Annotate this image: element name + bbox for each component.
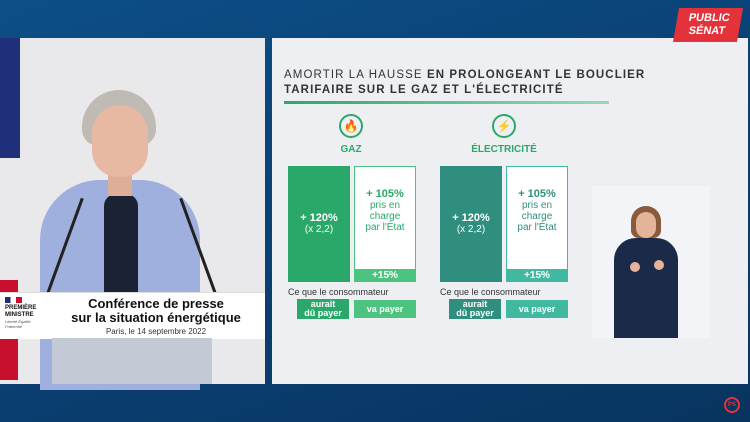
elec-would-pay-line-1: aurait	[462, 299, 488, 309]
gaz-would-pay-line-2: dû payer	[304, 308, 342, 318]
elec-state-line-2: charge	[521, 211, 553, 222]
slide-title-bold-2: TARIFAIRE SUR LE GAZ ET L'ÉLECTRICITÉ	[284, 84, 564, 96]
republic-motto: Liberté Égalité Fraternité	[5, 319, 31, 329]
lightning-icon: ⚡	[492, 114, 516, 138]
elec-would-pay-tag: aurait dû payer	[449, 299, 501, 319]
elec-state-value: + 105%	[518, 188, 556, 200]
elec-state-box: + 105% pris en charge par l'État	[506, 166, 568, 270]
gaz-would-pay-line-1: aurait	[310, 299, 336, 309]
ministry-line-1: PREMIÈRE	[5, 305, 37, 311]
elec-total-value: + 120%	[452, 212, 490, 224]
gaz-total-value: + 120%	[300, 212, 338, 224]
elec-state-line-1: pris en	[521, 200, 552, 211]
gaz-state-line-2: charge	[369, 211, 401, 222]
logo-line-1: PUBLIC	[687, 12, 731, 24]
elec-consumer-strip: +15%	[506, 270, 568, 282]
column-label-electricite: ÉLECTRICITÉ	[471, 144, 537, 155]
flame-glyph: 🔥	[343, 119, 359, 133]
marianne-flag-icon	[5, 297, 22, 303]
gaz-state-line-3: par l'État	[365, 222, 405, 233]
flame-icon: 🔥	[339, 114, 363, 138]
interpreter-face	[636, 212, 656, 238]
channel-badge-text: PS	[727, 402, 736, 408]
elec-consumer-text: Ce que le consommateur	[440, 287, 541, 297]
elec-total-box: + 120% (x 2,2)	[440, 166, 502, 282]
column-label-gaz: GAZ	[340, 144, 362, 155]
premiere-ministre-logo: PREMIÈRE MINISTRE Liberté Égalité Frater…	[5, 297, 47, 333]
interpreter-body	[614, 238, 678, 338]
speaker-face	[92, 105, 148, 177]
slide-title-regular: AMORTIR LA HAUSSE	[284, 69, 423, 81]
ministry-name: PREMIÈRE MINISTRE	[5, 305, 47, 319]
elec-will-pay-tag: va payer	[506, 300, 568, 318]
channel-badge-icon: PS	[724, 397, 740, 413]
gaz-state-box: + 105% pris en charge par l'État	[354, 166, 416, 270]
lightning-glyph: ⚡	[496, 119, 512, 133]
gaz-would-pay-tag: aurait dû payer	[297, 299, 349, 319]
gaz-will-pay-tag: va payer	[354, 300, 416, 318]
gaz-state-line-1: pris en	[369, 200, 400, 211]
slide-title-bold-1: EN PROLONGEANT LE BOUCLIER	[426, 69, 646, 81]
gaz-state-value: + 105%	[366, 188, 404, 200]
interpreter-hand-left	[630, 262, 640, 272]
elec-state-line-3: par l'État	[517, 222, 557, 233]
title-underline	[284, 101, 609, 104]
gaz-total-multiplier: (x 2,2)	[304, 224, 334, 235]
podium-date: Paris, le 14 septembre 2022	[105, 327, 207, 336]
gaz-consumer-text: Ce que le consommateur	[288, 287, 389, 297]
elec-total-multiplier: (x 2,2)	[456, 224, 486, 235]
podium-sign	[0, 292, 265, 339]
public-senat-logo: PUBLIC SÉNAT	[673, 8, 743, 42]
slide-title: AMORTIR LA HAUSSE EN PROLONGEANT LE BOUC…	[284, 68, 724, 98]
gaz-consumer-strip: +15%	[354, 270, 416, 282]
interpreter-hand-right	[654, 260, 664, 270]
ministry-line-2: MINISTRE	[5, 312, 34, 318]
logo-line-2: SÉNAT	[687, 25, 727, 37]
podium-title-line-1: Conférence de presse	[88, 296, 224, 311]
gaz-total-box: + 120% (x 2,2)	[288, 166, 350, 282]
podium-title: Conférence de presse sur la situation én…	[52, 297, 260, 325]
elec-would-pay-line-2: dû payer	[456, 308, 494, 318]
french-flag-blue	[0, 38, 20, 158]
speaker-top	[104, 194, 138, 294]
podium-base	[52, 338, 212, 384]
podium-title-line-2: sur la situation énergétique	[71, 310, 241, 325]
